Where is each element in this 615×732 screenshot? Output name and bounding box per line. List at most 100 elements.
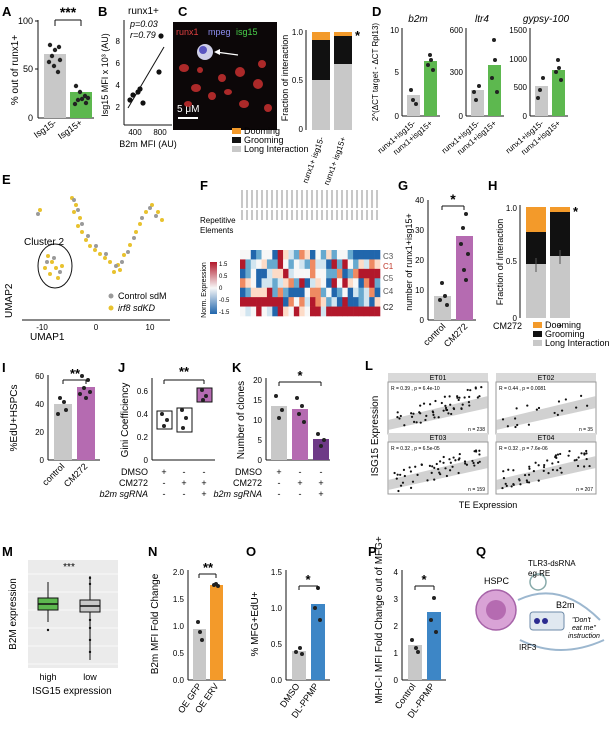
panel-l-point [465,463,469,466]
panel-f-heatmap-cell [358,278,365,289]
svg-text:-: - [163,489,166,499]
panel-h-sign: + [557,321,562,331]
panel-l-point [396,411,399,414]
panel-d-title-gypsy: gypsy-100 [523,14,570,25]
panel-f-heatmap-cell [315,287,322,298]
panel-f-heatmap-cell [353,250,359,260]
panel-f-row-labels: C3 C1 C5 C4 C2 [383,252,394,312]
panel-d: D 2^(ΔCT target - ΔCT Rpl13) b2m 10 5 0 … [371,4,570,157]
panel-b-xtick: 800 [153,128,167,137]
panel-f-heatmap-cell [347,259,354,270]
panel-l-point [399,473,402,476]
panel-l-point [583,453,586,456]
panel-f-heatmap-cell [374,278,381,289]
panel-l-point [559,452,562,456]
panel-l-point [567,454,570,457]
panel-l-point [502,470,505,473]
panel-f-heatmap-cell [326,297,332,307]
panel-f-heatmap-cell [336,278,343,289]
panel-d-ytick: 0 [523,112,528,121]
panel-l-point [527,423,530,426]
panel-f-heatmap-cell [369,287,375,298]
panel-f-heatmap-cell [374,287,381,298]
panel-f-heatmap-cell [256,278,262,289]
panel-f-heatmap-cell [261,259,268,270]
panel-label-l: L [365,358,373,373]
panel-f-heatmap-cell [369,297,375,307]
panel-f-heatmap-cell [283,278,289,289]
panel-f-heatmap-cell [288,250,295,260]
svg-text:-: - [320,467,323,477]
panel-f-heatmap-cell [266,297,273,307]
panel-f-heatmap-cell [304,259,311,270]
panel-q: Q HSPC TLR3-dsRNA eg.RE B2m IRF3 "Don't … [475,544,605,652]
panel-f-heatmap-cell [342,250,348,260]
panel-c-bar-isg15-pos [334,32,352,130]
svg-text:+: + [297,478,302,488]
panel-l-confidence-band [496,396,596,430]
panel-g-ytick: 20 [415,256,424,265]
panel-l-point [525,479,528,482]
panel-i-ytick: 20 [35,428,44,437]
panel-l-point [480,386,483,389]
panel-l-point [512,483,515,486]
panel-i-ytick: 40 [35,400,44,409]
panel-f-colorbar-tick: 1.5 [219,262,228,268]
panel-f-heatmap-cell [347,306,354,317]
panel-a-ytick: 100 [18,16,33,26]
panel-f-heatmap-cell [299,287,305,298]
panel-f-heatmap-cell [336,287,343,298]
panel-f-heatmap-cell [320,250,327,260]
panel-f-heatmap-cell [347,250,354,260]
panel-l-facet-title: ET04 [538,435,555,442]
panel-f-heatmap-cell [353,259,359,270]
panel-f-heatmap-cell [342,287,348,298]
panel-f-heatmap-cell [240,306,246,317]
panel-l-point [409,470,413,473]
panel-f-heatmap-cell [304,250,311,260]
panel-d-ytick: 500 [514,83,528,92]
panel-p-ytick: 4 [394,568,399,577]
panel-d-ytick: 1500 [509,26,527,35]
panel-f-heatmap-cell [256,268,262,279]
panel-d-ytick: 10 [390,26,399,35]
panel-l-point [420,463,423,466]
panel-f-heatmap-cell [342,297,348,307]
panel-l-point [573,459,576,462]
panel-c-significance: * [355,28,361,43]
panel-f-heatmap-cell [363,259,370,270]
panel-f-heatmap-cell [299,306,305,317]
panel-l-facet-header [496,373,596,382]
panel-q-endosome [529,573,547,591]
panel-f-heatmap-cell [369,250,375,260]
panel-l-point [398,417,401,420]
panel-a-xlabel: Isg15+ [56,117,84,141]
panel-f-heatmap-cell [261,297,268,307]
panel-f-heatmap-cell [326,268,332,279]
panel-l-point [433,466,436,469]
panel-l-point [454,459,457,462]
panel-l-point [546,459,549,462]
panel-l-point [463,396,466,399]
svg-text:+: + [201,489,206,499]
panel-h-ylabel: Fraction of interaction [495,219,505,306]
panel-l-point [460,407,463,410]
panel-i-xlabel: CM272 [62,461,90,489]
panel-m-ylabel: B2M expression [8,578,19,650]
panel-q-dont-eat-me: eat me" [572,625,596,632]
panel-f-heatmap-cell [272,306,278,317]
panel-d-bar [552,70,565,116]
panel-h-legend-long: Long Interaction [545,338,610,348]
panel-l-point [575,458,578,461]
panel-l-point [516,423,519,427]
panel-f-heatmap-cell [336,297,343,307]
panel-n-significance: ** [203,560,214,575]
panel-l-point [431,410,434,413]
panel-h-treatment-label: CM272 [493,321,522,331]
panel-l-point [434,399,437,403]
panel-f-heatmap-cell [288,297,295,307]
panel-l-point [448,458,451,461]
panel-g: G number of runx1+isg15+ 0 10 20 30 40 *… [398,178,476,349]
svg-text:-: - [163,478,166,488]
panel-l-point [502,477,506,480]
